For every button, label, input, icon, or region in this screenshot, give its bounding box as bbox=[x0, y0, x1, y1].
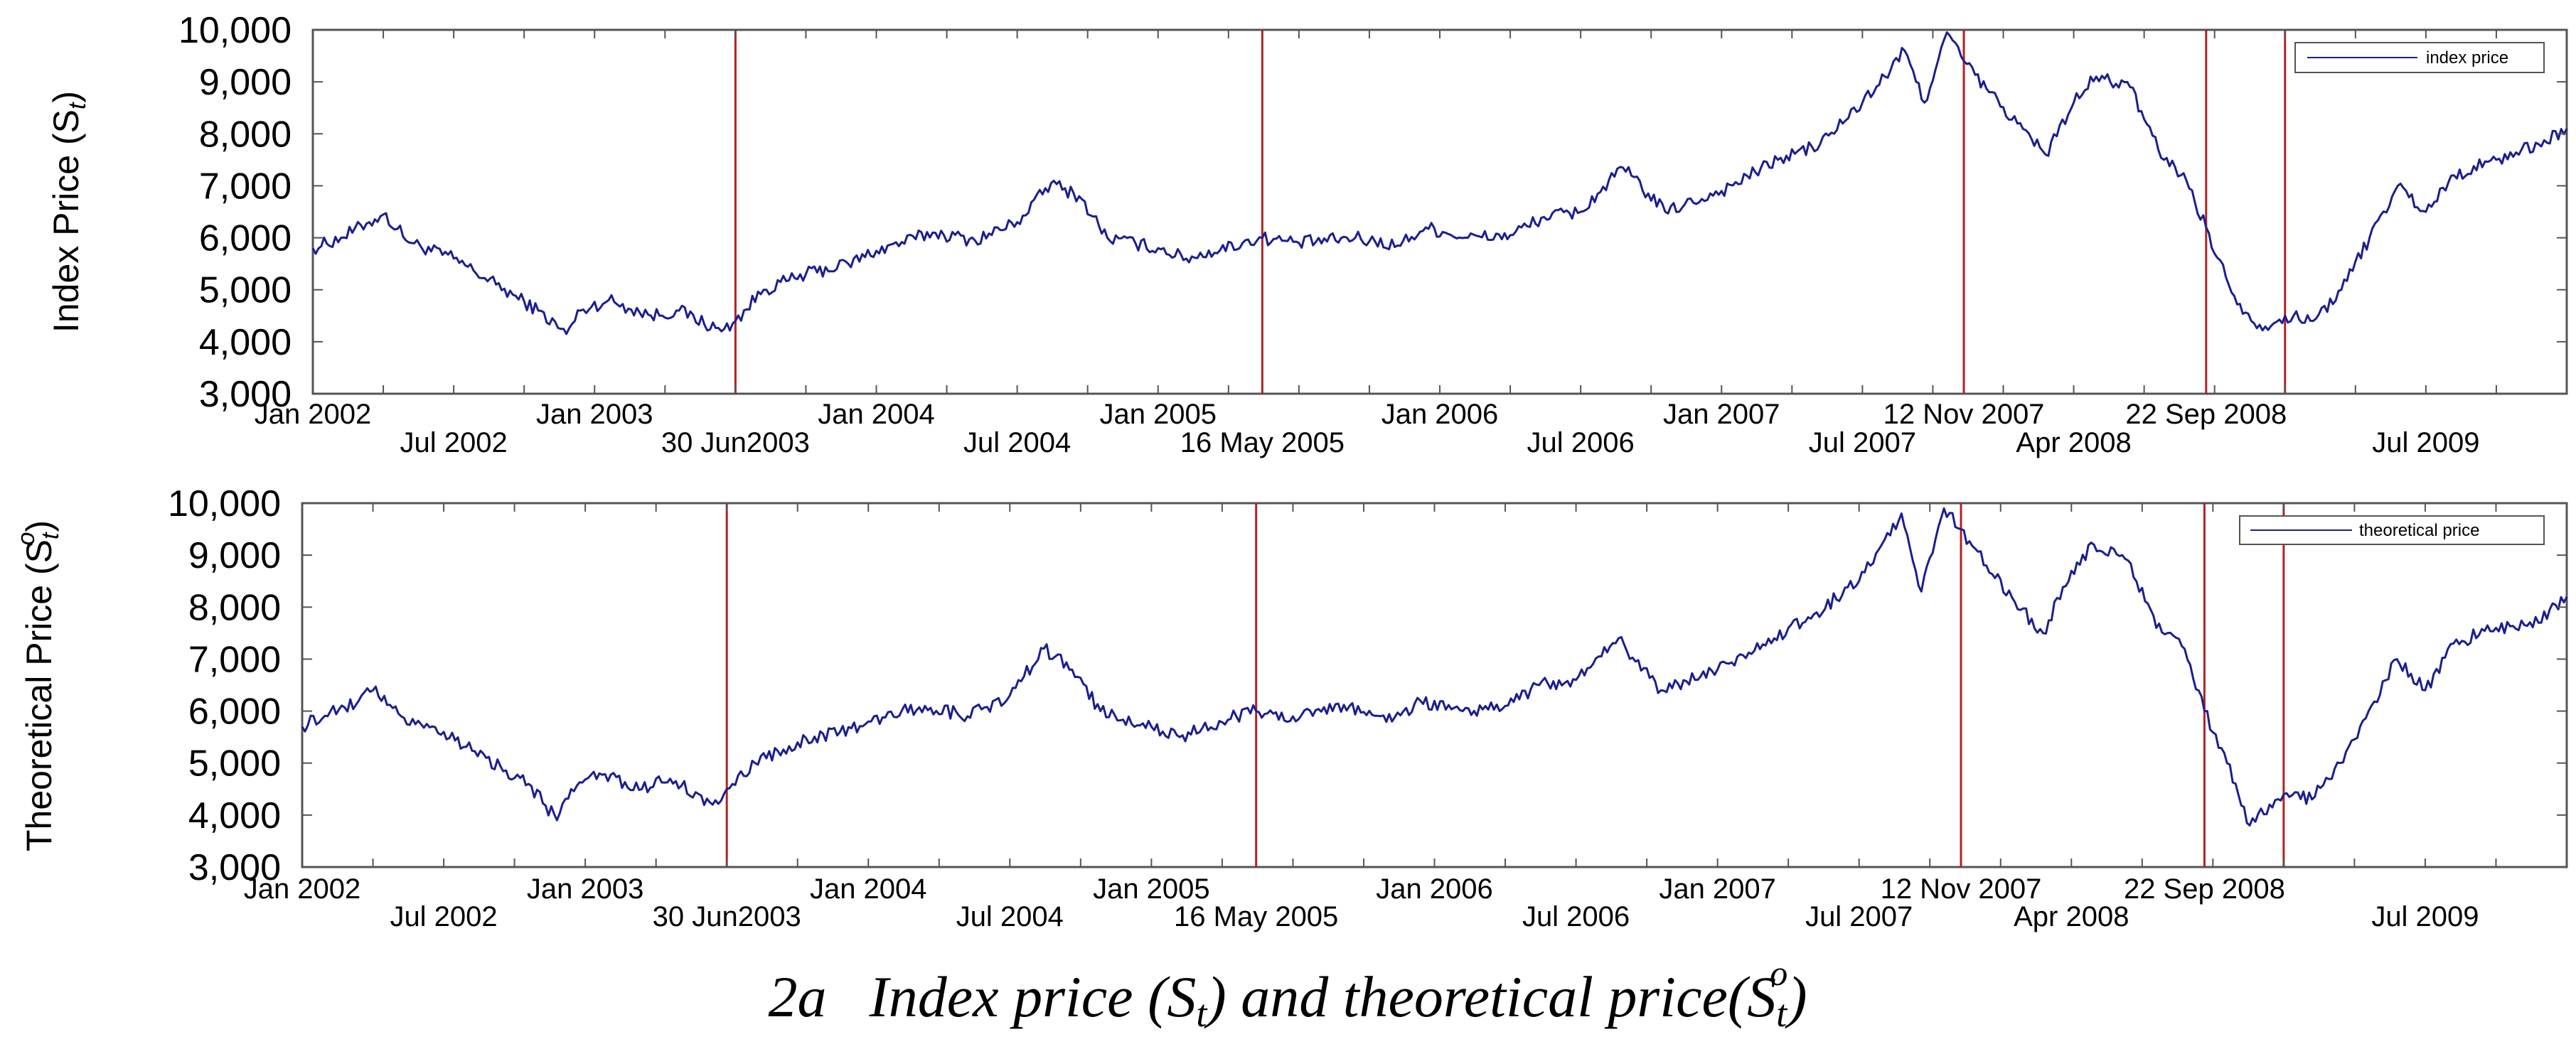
y-tick-label: 4,000 bbox=[188, 795, 281, 836]
y-tick-label: 6,000 bbox=[199, 218, 292, 259]
legend-label: theoretical price bbox=[2359, 521, 2479, 540]
x-tick-label: Jan 2004 bbox=[818, 399, 935, 430]
series-line-theoretical-price bbox=[301, 507, 2568, 827]
x-tick-label: 12 Nov 2007 bbox=[1883, 399, 2045, 430]
x-tick-label: Apr 2008 bbox=[2016, 427, 2131, 458]
x-tick-label: Jul 2002 bbox=[390, 901, 497, 932]
plot-area-frame bbox=[301, 502, 2568, 868]
x-tick-label: 22 Sep 2008 bbox=[2125, 399, 2287, 430]
x-tick-label: Jul 2009 bbox=[2372, 427, 2479, 458]
panel-index-price: 10,000 9,000 8,000 7,000 6,000 5,000 4,000 3,00… bbox=[46, 10, 2568, 458]
y-tick-label: 3,000 bbox=[188, 847, 281, 888]
plot-area-frame bbox=[311, 28, 2568, 395]
x-tick-label: Apr 2008 bbox=[2014, 901, 2129, 932]
y-tick-label: 5,000 bbox=[188, 743, 281, 785]
y-tick-label: 8,000 bbox=[199, 114, 292, 155]
y-tick-label: 9,000 bbox=[199, 62, 292, 103]
series-line-index-price bbox=[311, 31, 2568, 335]
series-layer bbox=[311, 31, 2568, 335]
x-tick-label: 12 Nov 2007 bbox=[1881, 873, 2042, 905]
y-tick-label: 7,000 bbox=[188, 639, 281, 680]
x-tick-label: 16 May 2005 bbox=[1180, 427, 1345, 458]
x-tick-label: Jul 2006 bbox=[1527, 427, 1635, 458]
y-tick-label: 9,000 bbox=[188, 535, 281, 576]
x-tick-label: Jan 2003 bbox=[527, 873, 644, 905]
y-axis-label: Theoretical Price (Sto) bbox=[13, 520, 64, 851]
event-lines bbox=[725, 503, 2285, 867]
event-lines bbox=[734, 30, 2287, 394]
y-axis-label: Index Price (St) bbox=[46, 91, 91, 333]
y-tick-label: 3,000 bbox=[199, 374, 292, 415]
x-tick-label: Jul 2006 bbox=[1522, 901, 1630, 932]
x-tick-label: 30 Jun2003 bbox=[661, 427, 810, 458]
series-layer bbox=[301, 507, 2568, 827]
y-axis-ticks: 10,000 9,000 8,000 7,000 6,000 5,000 4,000 3,00… bbox=[178, 10, 2567, 415]
x-tick-label: Jan 2007 bbox=[1659, 873, 1776, 905]
x-tick-label: Jul 2007 bbox=[1809, 427, 1916, 458]
x-tick-label: Jan 2005 bbox=[1099, 399, 1217, 430]
y-tick-label: 5,000 bbox=[199, 270, 292, 311]
x-tick-label: Jul 2004 bbox=[963, 427, 1071, 458]
x-tick-label: 30 Jun2003 bbox=[653, 901, 801, 932]
x-tick-label: 16 May 2005 bbox=[1174, 901, 1338, 932]
legend: index price bbox=[2294, 42, 2545, 73]
y-tick-label: 10,000 bbox=[168, 483, 281, 524]
x-axis-ticks: Jan 2002 Jan 2003 Jan 2004 Jan 2005 Jan 2006… bbox=[244, 503, 2567, 932]
y-tick-label: 10,000 bbox=[178, 10, 292, 51]
x-tick-label: Jan 2002 bbox=[244, 873, 361, 905]
caption-number: 2a bbox=[768, 964, 826, 1029]
y-tick-label: 7,000 bbox=[199, 166, 292, 207]
x-tick-label: Jan 2004 bbox=[810, 873, 927, 905]
y-tick-label: 8,000 bbox=[188, 587, 281, 628]
x-tick-label: Jan 2005 bbox=[1093, 873, 1210, 905]
x-tick-label: Jan 2003 bbox=[536, 399, 653, 430]
y-axis-ticks: 10,000 9,000 8,000 7,000 6,000 5,000 4,000 3,00… bbox=[168, 483, 2567, 888]
x-tick-label: Jul 2004 bbox=[956, 901, 1064, 932]
x-tick-label: Jul 2009 bbox=[2371, 901, 2479, 932]
y-tick-label: 6,000 bbox=[188, 691, 281, 733]
y-tick-label: 4,000 bbox=[199, 322, 292, 363]
x-tick-label: Jan 2006 bbox=[1381, 399, 1499, 430]
legend: theoretical price bbox=[2239, 515, 2545, 545]
figure-caption: 2a Index price (St) and theoretical price… bbox=[768, 953, 1807, 1035]
panel-theoretical-price: 10,000 9,000 8,000 7,000 6,000 5,000 4,000 3,00… bbox=[13, 483, 2568, 932]
x-axis-ticks: Jan 2002 Jan 2003 Jan 2004 Jan 2005 Jan 2006… bbox=[255, 30, 2567, 458]
x-tick-label: Jan 2007 bbox=[1663, 399, 1780, 430]
legend-label: index price bbox=[2426, 48, 2508, 68]
x-tick-label: Jul 2002 bbox=[400, 427, 508, 458]
x-tick-label: Jul 2007 bbox=[1805, 901, 1913, 932]
x-tick-label: Jan 2002 bbox=[255, 399, 372, 430]
x-tick-label: Jan 2006 bbox=[1376, 873, 1493, 905]
x-tick-label: 22 Sep 2008 bbox=[2124, 873, 2285, 905]
